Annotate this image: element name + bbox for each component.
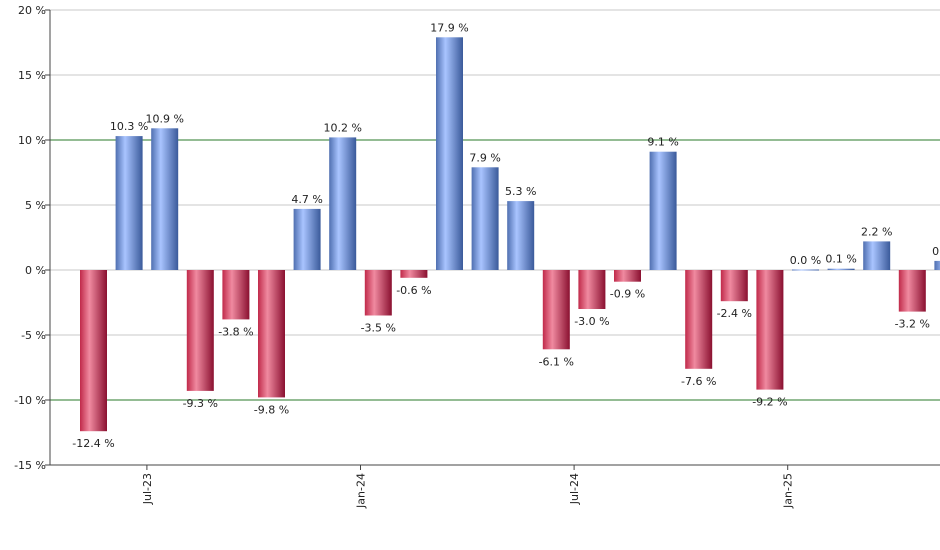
bar-data-label: 5.3 %: [505, 185, 536, 198]
bar: [578, 270, 606, 309]
bar: [542, 270, 570, 350]
bar: [827, 268, 855, 270]
bar-data-label: 0.0 %: [790, 254, 821, 267]
y-tick-label: 20 %: [18, 4, 46, 17]
bar-data-label: 7.9 %: [469, 151, 500, 164]
bar: [898, 270, 926, 312]
bar-data-label: 10.3 %: [110, 120, 148, 133]
x-tick-label: Jul-23: [141, 473, 154, 505]
bar-data-label: -3.2 %: [895, 318, 930, 331]
y-tick-label: 5 %: [25, 199, 46, 212]
bar-data-label: -3.0 %: [574, 315, 609, 328]
bar-data-label: -0.9 %: [610, 288, 645, 301]
bar: [329, 137, 357, 270]
tick-labels: -15 % -10 % -5 % 0 % 5 % 10 % 15 % 20 % Jul-23 Ja…: [14, 4, 795, 509]
data-labels: -12.4 % 10.3 %10.9 % -9.3 % -3.8 % -9.8 % 4.7…: [72, 21, 940, 450]
bar: [293, 208, 321, 270]
bar: [720, 270, 748, 302]
x-tick-label: Jan-24: [355, 473, 368, 509]
bar-data-label: 9.1 %: [647, 136, 678, 149]
bar-data-label: -12.4 %: [72, 437, 114, 450]
bar-data-label: -9.8 %: [254, 403, 289, 416]
bar: [364, 270, 392, 316]
bar: [934, 260, 940, 270]
bar: [436, 37, 463, 270]
x-tick-label: Jan-25: [782, 473, 795, 509]
bar-data-label: -6.1 %: [539, 355, 574, 368]
bar-data-label: -9.3 %: [183, 397, 218, 410]
bar-data-label: -2.4 %: [717, 307, 752, 320]
y-tick-label: -5 %: [21, 329, 46, 342]
bar: [863, 241, 891, 270]
bar-data-label: 0.1 %: [825, 253, 856, 266]
bar-data-label: -0.6 %: [396, 284, 431, 297]
y-tick-label: 15 %: [18, 69, 46, 82]
bar: [258, 270, 285, 398]
bar-data-label: -3.8 %: [218, 325, 253, 338]
y-tick-label: -10 %: [14, 394, 46, 407]
bar: [471, 167, 499, 270]
x-tick-label: Jul-24: [568, 473, 581, 505]
bar-data-label: 10.9 %: [145, 112, 183, 125]
bar: [80, 270, 107, 432]
bar: [649, 151, 677, 270]
bar: [115, 136, 143, 270]
bar: [792, 269, 819, 271]
bar: [756, 270, 784, 390]
bar-data-label: 0.7 %: [932, 245, 940, 258]
bar: [685, 270, 713, 369]
bar-data-label: -3.5 %: [361, 322, 396, 335]
bar-data-label: 2.2 %: [861, 225, 892, 238]
y-tick-label: 0 %: [25, 264, 46, 277]
bar: [614, 270, 641, 282]
bars: [80, 37, 940, 432]
y-tick-label: -15 %: [14, 459, 46, 472]
bar-data-label: 4.7 %: [291, 193, 322, 206]
bar-data-label: -7.6 %: [681, 375, 716, 388]
bar: [400, 270, 428, 278]
bar: [222, 270, 250, 320]
bar: [507, 201, 535, 270]
axes: [45, 9, 940, 470]
y-tick-label: 10 %: [18, 134, 46, 147]
bar: [186, 270, 214, 391]
bar: [151, 128, 179, 270]
bar-data-label: 10.2 %: [323, 121, 361, 134]
bar-data-label: -9.2 %: [752, 396, 787, 409]
bar-data-label: 17.9 %: [430, 21, 468, 34]
